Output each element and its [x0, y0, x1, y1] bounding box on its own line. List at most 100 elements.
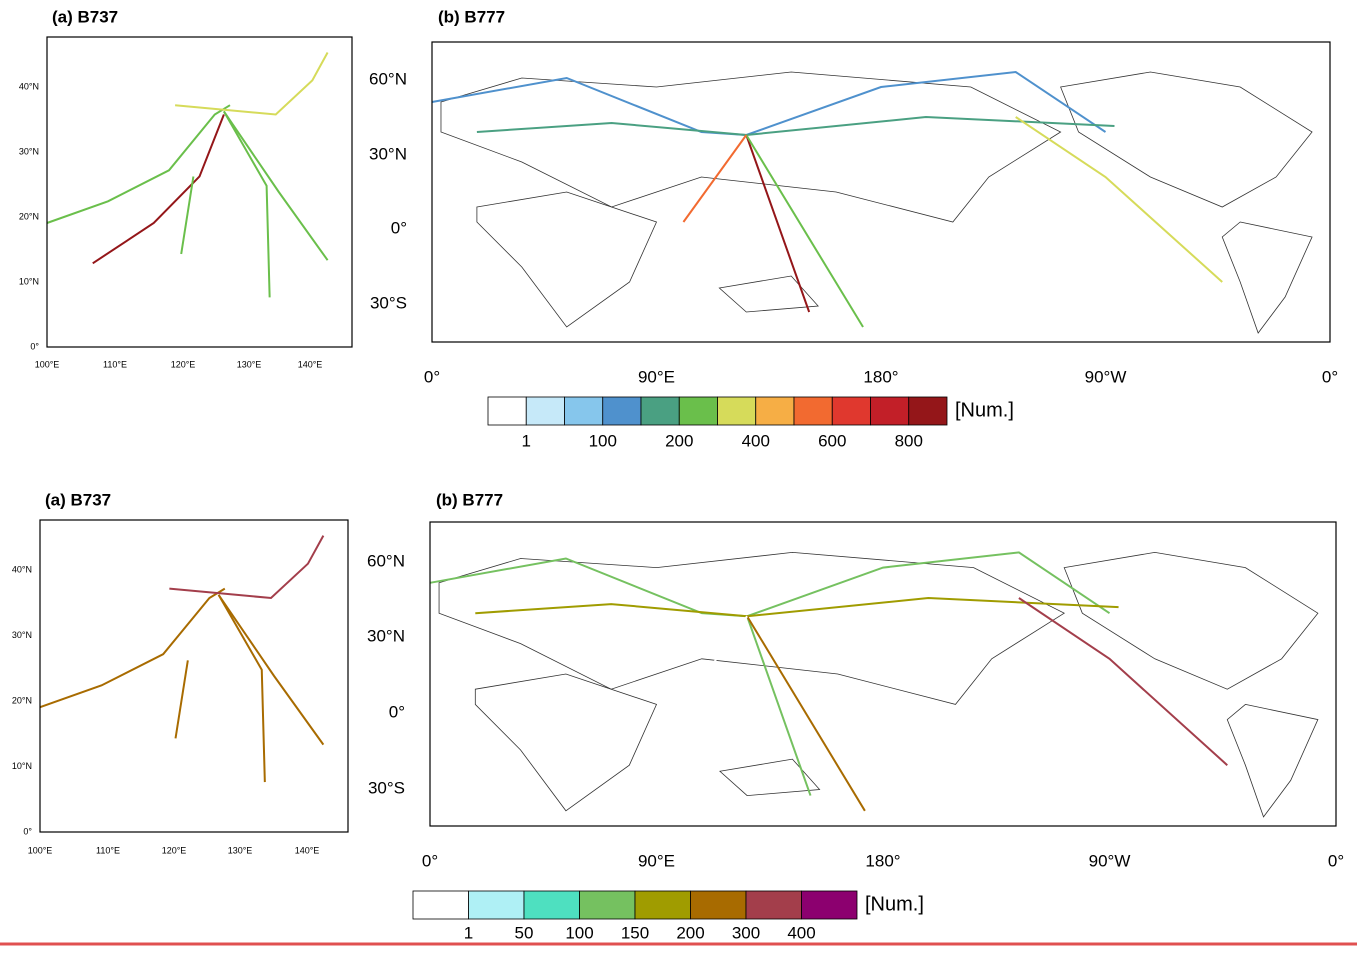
map-frame	[46, 36, 353, 348]
colorbar-box	[564, 396, 604, 426]
colorbar-box	[870, 396, 910, 426]
x-tick-label: 0°	[1322, 367, 1338, 386]
colorbar-box	[640, 396, 680, 426]
x-tick-label: 0°	[422, 851, 438, 870]
coastline	[476, 191, 658, 328]
route	[475, 603, 748, 618]
colorbar-box	[717, 396, 757, 426]
colorbar-box	[908, 396, 948, 426]
route	[746, 115, 1115, 136]
route	[92, 114, 225, 265]
route	[1018, 597, 1228, 766]
colorbar-label: 200	[676, 923, 704, 942]
x-tick-label: 0°	[1328, 851, 1344, 870]
y-tick-label: 20°N	[12, 695, 32, 705]
x-tick-label: 120°E	[171, 359, 196, 369]
x-tick-label: 110°E	[96, 845, 120, 855]
y-tick-label: 30°N	[12, 630, 32, 640]
route	[223, 110, 271, 298]
colorbar-label: 100	[565, 923, 593, 942]
colorbar-label: 400	[787, 923, 815, 942]
x-tick-label: 90°W	[1089, 851, 1131, 870]
route	[431, 76, 747, 136]
y-tick-label: 0°	[391, 218, 407, 237]
x-tick-label: 0°	[424, 367, 440, 386]
y-tick-label: 0°	[389, 702, 405, 721]
colorbar-label: 100	[589, 431, 617, 450]
colorbar-box	[602, 396, 642, 426]
route	[217, 594, 266, 783]
colorbar-box	[634, 890, 691, 920]
coastline	[440, 71, 1062, 223]
coastline	[718, 275, 819, 313]
route	[746, 551, 1111, 618]
colorbar-box	[801, 890, 858, 920]
route	[223, 110, 329, 261]
coastline	[1226, 703, 1319, 818]
route	[745, 134, 864, 328]
colorbar-unit: [Num.]	[865, 893, 924, 915]
colorbar-box	[525, 396, 565, 426]
route	[476, 121, 747, 136]
route	[39, 587, 226, 709]
colorbar-label: 800	[895, 431, 923, 450]
route	[86, 598, 218, 748]
panel-title: (b) B777	[438, 7, 505, 26]
x-tick-label: 90°E	[638, 851, 675, 870]
y-tick-label: 30°N	[19, 146, 39, 156]
colorbar-label: 200	[665, 431, 693, 450]
y-tick-label: 0°	[23, 826, 32, 836]
x-tick-label: 130°E	[237, 359, 262, 369]
y-tick-label: 60°N	[369, 69, 407, 88]
colorbar-label: 50	[515, 923, 534, 942]
route	[682, 615, 748, 705]
route	[746, 596, 1119, 618]
route	[1015, 116, 1223, 283]
y-tick-label: 40°N	[12, 564, 32, 574]
x-tick-label: 90°W	[1085, 367, 1127, 386]
x-tick-label: 180°	[865, 851, 900, 870]
colorbar-label: 300	[732, 923, 760, 942]
colorbar-box	[468, 890, 525, 920]
x-tick-label: 180°	[863, 367, 898, 386]
x-tick-label: 100°E	[28, 845, 53, 855]
route	[169, 535, 325, 600]
colorbar-label: 600	[818, 431, 846, 450]
x-tick-label: 140°E	[295, 845, 320, 855]
colorbar-unit: [Num.]	[955, 399, 1014, 421]
colorbar-box	[745, 890, 802, 920]
coastline	[1060, 71, 1313, 208]
y-tick-label: 0°	[30, 341, 39, 351]
colorbar-box	[793, 396, 833, 426]
route	[746, 615, 812, 796]
colorbar-box	[831, 396, 871, 426]
x-tick-label: 90°E	[638, 367, 675, 386]
route	[429, 557, 748, 618]
colorbar-box	[579, 890, 636, 920]
route	[745, 134, 811, 313]
y-tick-label: 30°S	[368, 778, 405, 797]
y-tick-label: 20°N	[19, 211, 39, 221]
route	[180, 176, 195, 255]
colorbar-box	[690, 890, 747, 920]
y-tick-label: 30°S	[370, 293, 407, 312]
colorbar-box	[678, 396, 718, 426]
y-tick-label: 60°N	[367, 551, 405, 570]
route	[174, 660, 189, 739]
route	[46, 104, 231, 224]
colorbar-box	[755, 396, 795, 426]
panel-title: (a) B737	[45, 490, 111, 509]
y-tick-label: 30°N	[367, 626, 405, 645]
coastline	[1063, 551, 1319, 690]
coastline	[474, 673, 658, 812]
y-tick-label: 40°N	[19, 81, 39, 91]
y-tick-label: 10°N	[19, 276, 39, 286]
colorbar-box	[523, 890, 580, 920]
panel-title: (a) B737	[52, 7, 118, 26]
route	[746, 615, 866, 812]
map-frame	[39, 519, 349, 833]
y-tick-label: 30°N	[369, 144, 407, 163]
route	[682, 134, 748, 223]
x-tick-label: 130°E	[228, 845, 253, 855]
route	[745, 70, 1107, 136]
